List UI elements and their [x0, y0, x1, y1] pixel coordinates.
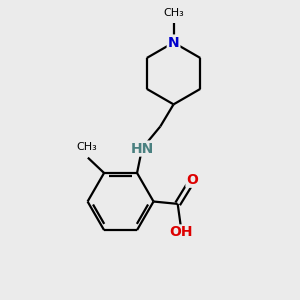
Text: O: O [187, 173, 198, 187]
Text: N: N [168, 35, 179, 50]
Text: HN: HN [130, 142, 154, 155]
Text: CH₃: CH₃ [76, 142, 97, 152]
Text: CH₃: CH₃ [163, 8, 184, 18]
Text: OH: OH [169, 225, 193, 239]
